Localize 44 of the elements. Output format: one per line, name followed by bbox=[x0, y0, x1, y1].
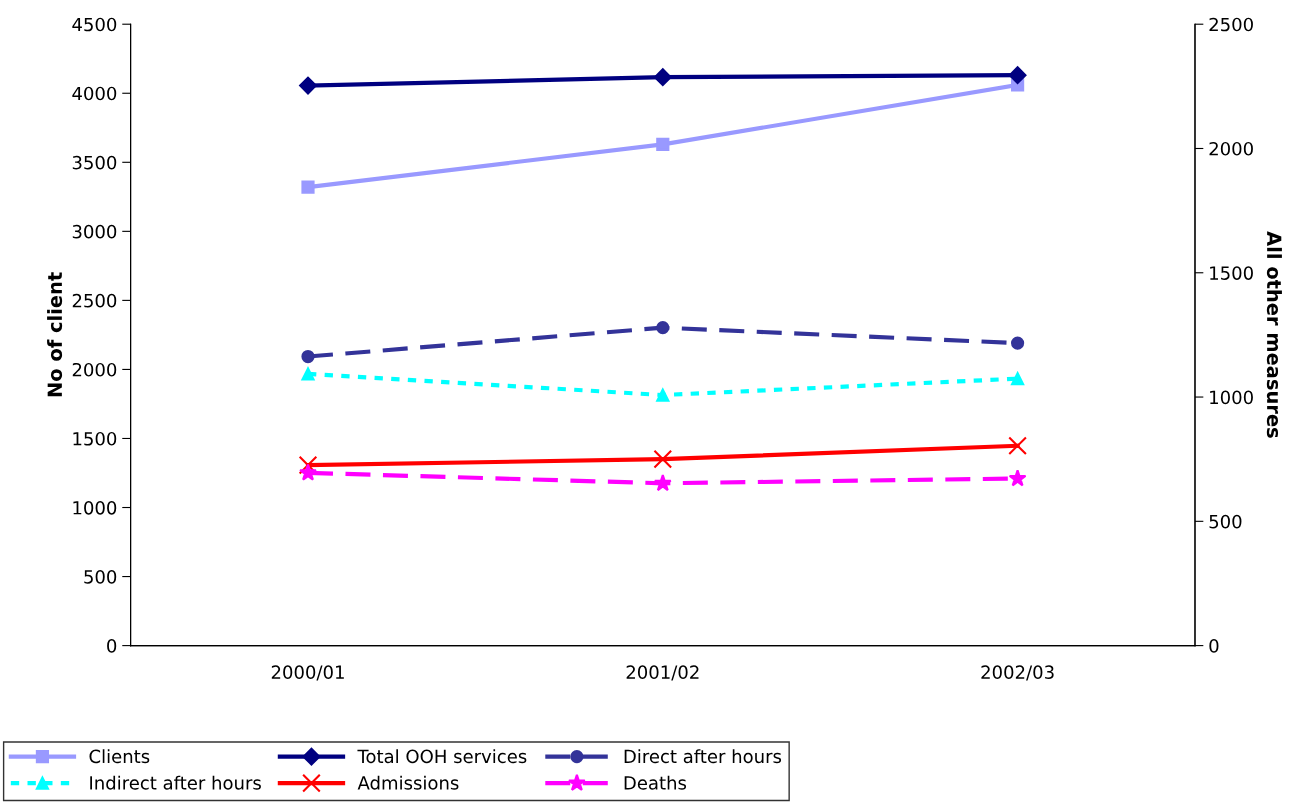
point bbox=[656, 137, 670, 151]
y-tick-label: 2000 bbox=[72, 362, 117, 377]
x-tick-label: 2002/03 bbox=[981, 665, 1054, 681]
y-tick-label: 3500 bbox=[72, 155, 117, 170]
y2-tick-label: 1000 bbox=[1210, 390, 1253, 405]
y-axis-title: No of client bbox=[47, 272, 63, 397]
legend-label: Total OOH services bbox=[357, 749, 527, 764]
point bbox=[301, 349, 315, 364]
y2-tick-label: 2000 bbox=[1209, 141, 1253, 156]
point bbox=[1008, 469, 1027, 487]
y-tick-label: 4000 bbox=[72, 86, 117, 101]
x-tick-label: 2000/01 bbox=[271, 665, 344, 681]
point bbox=[1011, 372, 1025, 386]
point bbox=[299, 76, 317, 95]
point bbox=[1008, 436, 1027, 456]
point bbox=[653, 68, 672, 87]
x-tick-label: 2001/02 bbox=[626, 665, 699, 681]
legend-label: Admissions bbox=[357, 775, 459, 790]
y2-tick-label: 1500 bbox=[1210, 266, 1253, 280]
y2-tick-label: 2500 bbox=[1209, 17, 1253, 32]
y-tick-label: 2500 bbox=[72, 293, 117, 308]
y-tick-label: 1000 bbox=[73, 500, 117, 515]
point bbox=[656, 388, 670, 402]
point bbox=[298, 455, 318, 475]
point bbox=[656, 321, 670, 335]
y2-tick-label: 500 bbox=[1209, 514, 1242, 529]
legend-label: Indirect after hours bbox=[90, 775, 261, 790]
point bbox=[301, 180, 315, 194]
point bbox=[653, 473, 672, 492]
point bbox=[299, 463, 317, 481]
legend-label: Clients bbox=[89, 749, 150, 764]
y2-tick-label: 0 bbox=[1209, 639, 1219, 653]
y-tick-label: 0 bbox=[107, 639, 117, 653]
y2-axis-title: All other measures bbox=[1266, 231, 1282, 438]
point bbox=[653, 449, 673, 469]
y-tick-label: 500 bbox=[84, 570, 117, 584]
legend-label: Deaths bbox=[624, 775, 687, 790]
point bbox=[1011, 336, 1025, 350]
point bbox=[1008, 66, 1027, 85]
y-tick-label: 1500 bbox=[73, 431, 117, 446]
y-tick-label: 4500 bbox=[72, 17, 117, 32]
y-tick-label: 3000 bbox=[72, 224, 117, 239]
legend-label: Direct after hours bbox=[624, 749, 782, 764]
point bbox=[301, 367, 315, 381]
